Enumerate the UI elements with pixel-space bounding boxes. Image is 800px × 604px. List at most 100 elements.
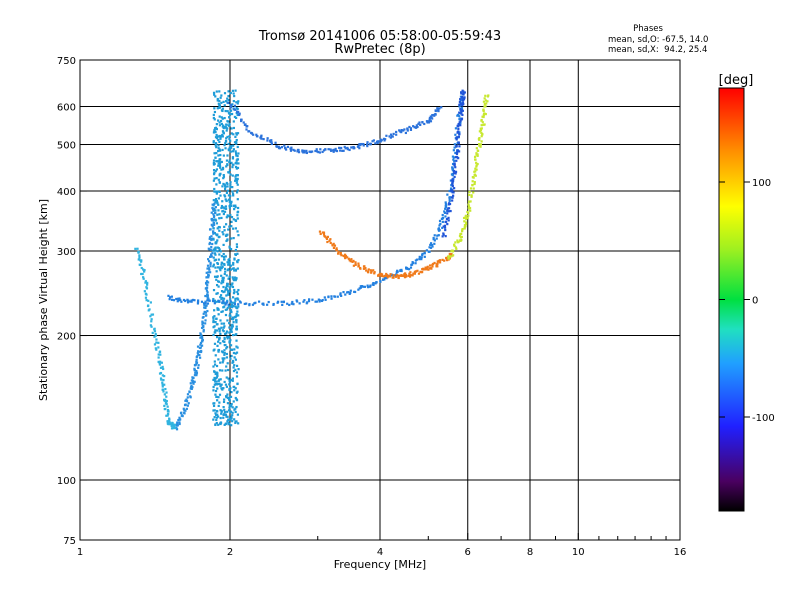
- data-point: [197, 364, 200, 367]
- data-point: [201, 337, 204, 340]
- data-point: [224, 413, 227, 416]
- data-point: [204, 302, 207, 305]
- data-point: [212, 248, 215, 251]
- data-point: [209, 261, 212, 264]
- data-point: [372, 283, 375, 287]
- data-point: [217, 119, 220, 122]
- data-point: [274, 141, 277, 144]
- data-point: [359, 267, 362, 270]
- data-point: [214, 144, 217, 147]
- data-point: [233, 408, 236, 411]
- data-point: [455, 159, 458, 162]
- data-point: [237, 152, 240, 155]
- data-point: [457, 130, 460, 133]
- data-point: [224, 288, 227, 291]
- data-point: [319, 232, 322, 236]
- data-point: [217, 209, 220, 212]
- data-point: [157, 341, 160, 344]
- data-point: [459, 236, 462, 239]
- data-point: [217, 358, 220, 361]
- data-point: [438, 229, 441, 232]
- data-point: [236, 174, 239, 177]
- data-point: [433, 242, 436, 245]
- data-point: [228, 137, 231, 141]
- data-point: [235, 133, 238, 136]
- data-point: [179, 418, 182, 421]
- data-point: [214, 423, 217, 427]
- data-point: [235, 327, 238, 331]
- data-point: [380, 274, 384, 278]
- data-point: [232, 366, 235, 369]
- data-point: [315, 148, 318, 151]
- data-point: [306, 301, 309, 304]
- data-point: [232, 400, 235, 403]
- data-point: [340, 146, 343, 150]
- data-point: [233, 208, 236, 211]
- data-point: [208, 268, 211, 271]
- data-point: [228, 206, 231, 209]
- data-point: [460, 239, 463, 242]
- data-point: [202, 312, 205, 315]
- data-point: [153, 328, 156, 331]
- data-point: [307, 300, 311, 303]
- data-point: [217, 144, 220, 147]
- data-point: [456, 149, 460, 152]
- data-point: [230, 237, 233, 240]
- data-points: [134, 89, 490, 431]
- data-point: [223, 336, 226, 339]
- data-point: [453, 172, 456, 175]
- data-point: [218, 121, 221, 124]
- data-point: [219, 294, 223, 297]
- data-point: [295, 299, 298, 302]
- data-point: [433, 234, 436, 237]
- data-point: [205, 271, 208, 274]
- data-point: [451, 178, 454, 181]
- data-point: [280, 146, 284, 149]
- data-point: [143, 290, 146, 293]
- data-point: [228, 200, 231, 203]
- data-point: [332, 246, 336, 250]
- data-point: [234, 421, 237, 425]
- data-point: [447, 203, 450, 206]
- data-point: [215, 278, 218, 281]
- data-point: [234, 297, 237, 300]
- data-point: [222, 326, 225, 329]
- data-point: [153, 343, 157, 346]
- data-point: [204, 322, 207, 325]
- data-point: [418, 121, 421, 124]
- data-point: [385, 274, 388, 277]
- data-point: [235, 345, 238, 348]
- data-point: [445, 217, 449, 221]
- data-point: [455, 136, 459, 139]
- data-point: [480, 131, 483, 135]
- data-point: [220, 101, 223, 104]
- data-point: [224, 303, 227, 306]
- data-point: [393, 274, 396, 277]
- data-point: [342, 291, 345, 294]
- data-point: [465, 223, 468, 226]
- data-point: [227, 258, 230, 262]
- data-point: [211, 252, 214, 255]
- data-point: [217, 164, 220, 167]
- data-point: [213, 315, 216, 318]
- data-point: [225, 330, 229, 333]
- data-point: [228, 159, 231, 162]
- data-point: [470, 194, 473, 197]
- data-point: [143, 270, 146, 273]
- data-point: [215, 409, 219, 413]
- data-point: [233, 356, 236, 359]
- data-point: [233, 141, 237, 144]
- data-point: [231, 89, 235, 92]
- data-point: [305, 149, 308, 152]
- data-point: [218, 213, 221, 216]
- data-point: [403, 276, 407, 279]
- data-point: [151, 313, 155, 316]
- data-point: [426, 265, 429, 268]
- data-point: [202, 325, 205, 328]
- data-point: [199, 343, 202, 346]
- data-point: [441, 235, 444, 238]
- data-point: [225, 199, 228, 202]
- data-point: [233, 276, 237, 279]
- data-point: [417, 122, 420, 125]
